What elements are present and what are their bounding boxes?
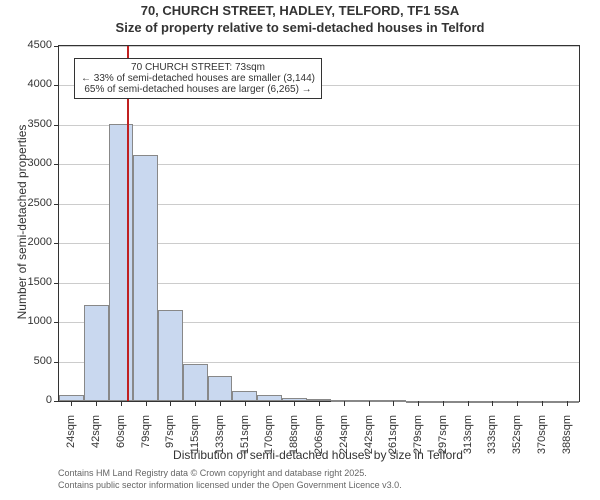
bar [109, 124, 134, 401]
xtick-mark [96, 401, 97, 406]
ytick-label: 4000 [14, 78, 52, 90]
x-axis-label: Distribution of semi-detached houses by … [58, 448, 578, 462]
ytick-mark [54, 322, 59, 323]
xtick-mark [294, 401, 295, 406]
xtick-mark [344, 401, 345, 406]
ytick-label: 0 [14, 394, 52, 406]
bar [208, 376, 233, 401]
bar [84, 305, 109, 401]
legend-text-2: ← 33% of semi-detached houses are smalle… [81, 73, 315, 84]
footer-line-1: Contains HM Land Registry data © Crown c… [58, 468, 367, 478]
legend-text-1: 70 CHURCH STREET: 73sqm [81, 62, 315, 73]
gridline [59, 125, 579, 126]
legend-text-3: 65% of semi-detached houses are larger (… [81, 84, 315, 95]
chart-title-2: Size of property relative to semi-detach… [0, 20, 600, 35]
ytick-label: 4500 [14, 39, 52, 51]
xtick-mark [542, 401, 543, 406]
xtick-mark [468, 401, 469, 406]
chart-container: 70, CHURCH STREET, HADLEY, TELFORD, TF1 … [0, 0, 600, 500]
ytick-mark [54, 401, 59, 402]
xtick-mark [393, 401, 394, 406]
xtick-mark [269, 401, 270, 406]
y-axis-label: Number of semi-detached properties [15, 112, 29, 332]
ytick-mark [54, 85, 59, 86]
xtick-mark [170, 401, 171, 406]
bar [183, 364, 208, 401]
ytick-label: 500 [14, 355, 52, 367]
footer-line-2: Contains public sector information licen… [58, 480, 402, 490]
bar [232, 391, 257, 401]
bar [158, 310, 183, 401]
ytick-mark [54, 125, 59, 126]
xtick-mark [121, 401, 122, 406]
ytick-mark [54, 46, 59, 47]
ytick-mark [54, 362, 59, 363]
gridline [59, 46, 579, 47]
xtick-mark [492, 401, 493, 406]
xtick-mark [71, 401, 72, 406]
xtick-mark [195, 401, 196, 406]
ytick-mark [54, 204, 59, 205]
xtick-mark [369, 401, 370, 406]
legend-box: 70 CHURCH STREET: 73sqm← 33% of semi-det… [74, 58, 322, 99]
xtick-mark [443, 401, 444, 406]
reference-line [127, 46, 129, 401]
xtick-mark [567, 401, 568, 406]
xtick-mark [146, 401, 147, 406]
bar [133, 155, 158, 401]
chart-title-1: 70, CHURCH STREET, HADLEY, TELFORD, TF1 … [0, 3, 600, 18]
ytick-mark [54, 164, 59, 165]
xtick-mark [418, 401, 419, 406]
plot-area: 05001000150020002500300035004000450024sq… [58, 45, 580, 402]
xtick-mark [517, 401, 518, 406]
xtick-mark [220, 401, 221, 406]
xtick-mark [319, 401, 320, 406]
ytick-mark [54, 283, 59, 284]
ytick-mark [54, 243, 59, 244]
xtick-mark [245, 401, 246, 406]
